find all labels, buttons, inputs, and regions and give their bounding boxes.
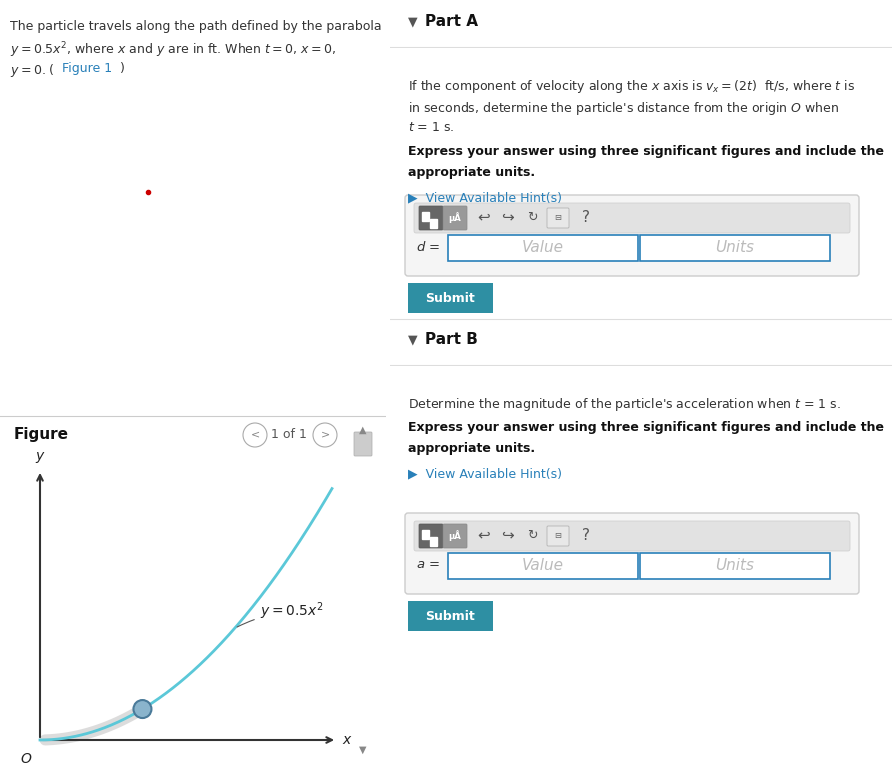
Text: Submit: Submit [425, 291, 475, 304]
Text: ↪: ↪ [501, 210, 515, 224]
FancyBboxPatch shape [405, 195, 859, 276]
Text: Units: Units [715, 239, 755, 255]
Text: Determine the magnitude of the particle's acceleration when $t$ = 1 s.: Determine the magnitude of the particle'… [408, 396, 841, 413]
Bar [430, 219, 437, 228]
Text: appropriate units.: appropriate units. [408, 442, 535, 455]
Text: appropriate units.: appropriate units. [408, 166, 535, 179]
Text: ▲: ▲ [359, 425, 367, 435]
Bar [422, 530, 429, 539]
FancyBboxPatch shape [419, 524, 443, 548]
Text: in seconds, determine the particle's distance from the origin $O$ when: in seconds, determine the particle's dis… [408, 100, 839, 117]
Text: ↩: ↩ [477, 528, 491, 542]
FancyBboxPatch shape [414, 203, 850, 233]
Text: Figure: Figure [14, 428, 69, 442]
Text: $O$: $O$ [20, 752, 32, 765]
Text: ↪: ↪ [501, 528, 515, 542]
FancyBboxPatch shape [640, 553, 830, 579]
Text: μÅ: μÅ [449, 530, 461, 542]
Circle shape [134, 700, 152, 718]
Text: <: < [251, 429, 260, 439]
Text: ↻: ↻ [527, 529, 537, 542]
Text: ⊟: ⊟ [555, 532, 561, 541]
Circle shape [313, 423, 337, 447]
Text: Submit: Submit [425, 610, 475, 623]
Text: ↻: ↻ [527, 210, 537, 223]
Text: Figure 1: Figure 1 [62, 62, 112, 75]
Text: >: > [320, 429, 330, 439]
Text: ): ) [120, 62, 125, 75]
FancyBboxPatch shape [414, 521, 850, 551]
Text: Value: Value [522, 558, 564, 572]
Text: ▼: ▼ [359, 745, 367, 755]
Text: Units: Units [715, 558, 755, 572]
Text: Value: Value [522, 239, 564, 255]
Text: The particle travels along the path defined by the parabola: The particle travels along the path defi… [10, 20, 382, 33]
FancyBboxPatch shape [354, 432, 372, 456]
Text: μÅ: μÅ [449, 213, 461, 223]
Text: $y = 0.5x^2$: $y = 0.5x^2$ [237, 601, 324, 627]
FancyBboxPatch shape [405, 513, 859, 594]
Text: ▼: ▼ [408, 334, 417, 347]
Circle shape [243, 423, 267, 447]
Text: $x$: $x$ [342, 733, 352, 747]
Text: Express your answer using three significant figures and include the: Express your answer using three signific… [408, 145, 884, 158]
Text: If the component of velocity along the $x$ axis is $v_x = (2t)$  ft/s, where $t$: If the component of velocity along the $… [408, 78, 855, 95]
Text: Part A: Part A [425, 15, 478, 30]
FancyBboxPatch shape [406, 599, 495, 633]
Bar [422, 212, 429, 221]
Text: $t$ = 1 s.: $t$ = 1 s. [408, 121, 454, 134]
Text: Express your answer using three significant figures and include the: Express your answer using three signific… [408, 421, 884, 434]
Text: ▶  View Available Hint(s): ▶ View Available Hint(s) [408, 191, 562, 204]
Text: ?: ? [582, 528, 590, 542]
FancyBboxPatch shape [443, 206, 467, 230]
Text: ↩: ↩ [477, 210, 491, 224]
Text: ⊟: ⊟ [555, 213, 561, 223]
FancyBboxPatch shape [547, 526, 569, 546]
FancyBboxPatch shape [443, 524, 467, 548]
Text: Part B: Part B [425, 333, 478, 347]
Text: 1 of 1: 1 of 1 [271, 428, 307, 441]
Text: ▶  View Available Hint(s): ▶ View Available Hint(s) [408, 467, 562, 480]
Text: $y = 0.5x^2$, where $x$ and $y$ are in ft. When $t = 0$, $x = 0$,: $y = 0.5x^2$, where $x$ and $y$ are in f… [10, 40, 336, 60]
Text: ?: ? [582, 210, 590, 224]
Text: $y$: $y$ [35, 450, 45, 465]
FancyBboxPatch shape [448, 235, 638, 261]
FancyBboxPatch shape [419, 206, 443, 230]
FancyBboxPatch shape [640, 235, 830, 261]
FancyBboxPatch shape [406, 281, 495, 315]
Text: $y = 0$. (: $y = 0$. ( [10, 62, 55, 79]
FancyBboxPatch shape [547, 208, 569, 228]
Text: $d$ =: $d$ = [416, 240, 441, 254]
Text: ▼: ▼ [408, 15, 417, 28]
FancyBboxPatch shape [448, 553, 638, 579]
Text: $a$ =: $a$ = [416, 558, 440, 571]
Bar [430, 537, 437, 546]
